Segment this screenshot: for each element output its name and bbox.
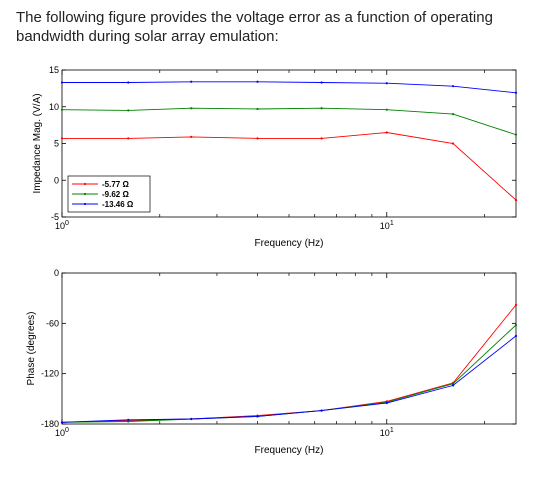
legend-label: -5.77 Ω — [102, 180, 129, 189]
y-axis-label: Phase (degrees) — [26, 312, 37, 386]
y-tick-label: -60 — [46, 318, 59, 328]
series-point — [320, 137, 323, 140]
series-point — [256, 107, 259, 111]
y-tick-label: 0 — [54, 268, 59, 278]
series-point — [60, 108, 64, 111]
series-point — [190, 80, 193, 83]
legend-marker — [83, 202, 87, 206]
series-point — [451, 384, 455, 387]
series-point — [514, 303, 518, 306]
series-point — [451, 382, 455, 385]
x-axis-label: Frequency (Hz) — [255, 445, 324, 456]
y-tick-label: 0 — [54, 175, 59, 185]
y-tick-label: 15 — [49, 65, 59, 75]
x-tick-label: 100 — [55, 427, 69, 438]
series-point — [127, 420, 130, 423]
legend-label: -13.46 Ω — [102, 200, 134, 209]
series-point — [451, 142, 455, 145]
y-tick-label: -5 — [51, 212, 59, 222]
legend-marker — [83, 182, 87, 186]
x-tick-label: 101 — [380, 427, 394, 438]
series-point — [514, 198, 518, 202]
series-point — [60, 81, 64, 84]
series-point — [385, 401, 388, 405]
series-point — [60, 137, 64, 140]
legend-label: -9.62 Ω — [102, 190, 129, 199]
plot-frame — [61, 272, 517, 425]
series-point — [256, 80, 259, 83]
series-line-1 — [62, 132, 517, 201]
x-tick-label: 101 — [380, 220, 394, 231]
x-axis-label: Frequency (Hz) — [255, 238, 324, 249]
y-tick-label: 10 — [49, 102, 59, 112]
series-point — [190, 107, 193, 110]
x-tick-label: 100 — [55, 220, 69, 231]
series-point — [256, 415, 259, 418]
series-point — [190, 417, 193, 421]
series-point — [385, 82, 388, 85]
series-point — [514, 133, 518, 136]
series-point — [127, 137, 130, 140]
series-point — [514, 323, 518, 327]
series-point — [514, 91, 518, 94]
chart-1: -5 0 5 10 15 100 101 Frequency (Hz) Impedance Ma… — [32, 65, 518, 249]
series-line-3 — [61, 335, 517, 423]
intro-text: The following figure provides the voltag… — [16, 9, 493, 45]
series-point — [190, 135, 193, 138]
series-point — [127, 109, 130, 112]
y-tick-label: -120 — [41, 369, 59, 379]
series-point — [127, 81, 130, 84]
legend: -5.77 Ω-9.62 Ω-13.46 Ω — [67, 175, 151, 213]
series-point — [256, 137, 259, 140]
series-line-3 — [62, 81, 517, 94]
series-line-2 — [61, 107, 517, 136]
series-point — [385, 131, 388, 134]
series-line-2 — [61, 324, 517, 423]
series-point — [60, 421, 64, 424]
y-axis-label: Impedance Mag. (V/A) — [32, 93, 43, 193]
legend-marker — [83, 192, 87, 196]
series-point — [320, 409, 323, 412]
series-point — [451, 113, 455, 116]
series-point — [320, 81, 323, 84]
chart-2: -180 -120 -60 0 100 101 Frequency (Hz) Phase (d… — [26, 268, 518, 456]
series-line-1 — [61, 304, 517, 423]
series-point — [514, 334, 518, 338]
y-tick-label: -180 — [41, 419, 59, 429]
series-point — [451, 85, 455, 88]
series-point — [385, 108, 388, 111]
series-point — [127, 418, 130, 421]
series-point — [320, 107, 323, 110]
y-tick-label: 5 — [54, 139, 59, 149]
